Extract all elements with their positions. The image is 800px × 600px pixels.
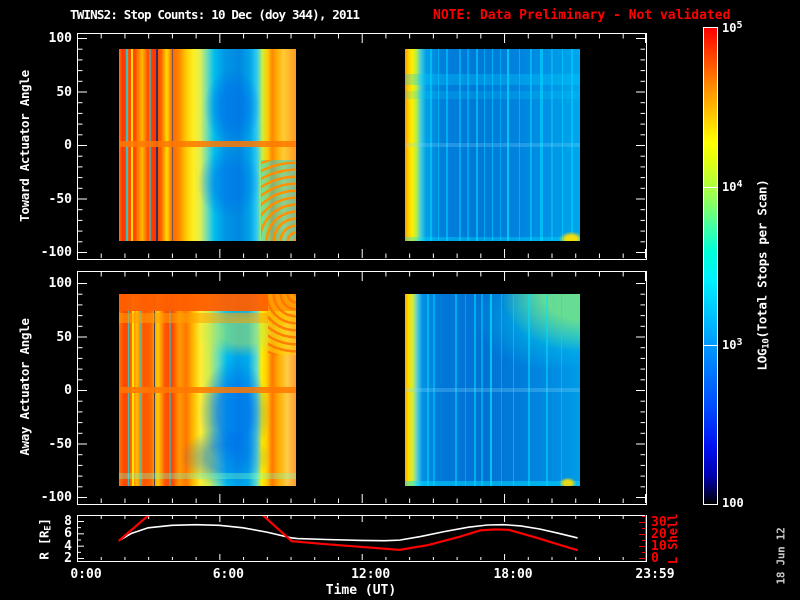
toward-ytick-label: -50	[48, 191, 72, 207]
r-ytick-label: 6	[64, 526, 72, 542]
heatmap-overlay-hband	[118, 387, 297, 393]
colorbar-label-pre: LOG	[754, 348, 770, 371]
away-ytick-label: -50	[48, 436, 72, 452]
lshell-ytick-label: 20	[651, 527, 667, 542]
colorbar-tick-label: 100	[722, 496, 744, 510]
time-tick-label: 12:00	[351, 567, 391, 582]
toward-ytick-label: -100	[40, 245, 72, 260]
colorbar-tick	[704, 186, 717, 188]
r-axis-label-sub: E	[43, 525, 54, 531]
colorbar-tick-label: 104	[722, 178, 743, 194]
colorbar-label: LOG10(Total Stops per Scan)	[754, 179, 772, 371]
toward-ytick-label: 0	[64, 138, 72, 153]
toward-ytick-label: 100	[48, 31, 72, 46]
heatmap-overlay-hband	[118, 141, 297, 147]
r-axis-label: R [RE]	[36, 518, 54, 560]
heatmap-block-toward-2	[405, 48, 580, 242]
heatmap-overlay-arcs	[268, 293, 297, 356]
lshell-ytick-label: 0	[651, 551, 659, 566]
date-stamp: 18 Jun 12	[774, 527, 788, 585]
r-ytick-label: 2	[64, 551, 72, 566]
lshell-line	[118, 516, 150, 542]
r-axis-label-post: ]	[36, 518, 52, 526]
heatmap-overlay-arcs	[260, 160, 297, 242]
lshell-line	[262, 516, 578, 552]
heatmap-overlay-blob	[405, 48, 580, 242]
away-axis-label: Away Actuator Angle	[16, 318, 32, 456]
toward-ytick-label: 50	[56, 84, 72, 100]
away-ytick-label: 100	[48, 276, 72, 291]
toward-axis-label: Toward Actuator Angle	[16, 70, 32, 222]
lshell-ytick-label: 10	[651, 539, 667, 554]
r-ytick-label: 4	[64, 538, 72, 554]
heatmap-overlay-blob	[405, 293, 580, 487]
away-ytick-label: -100	[40, 490, 72, 505]
time-tick-label: 23:59	[635, 567, 675, 582]
lshell-axis-label: L Shell	[664, 513, 680, 565]
r-axis-label-pre: R [R	[36, 530, 52, 560]
time-tick-label: 6:00	[212, 567, 244, 582]
heatmap-block-away-2	[405, 293, 580, 487]
r-distance-line	[118, 523, 578, 542]
away-ytick-label: 0	[64, 383, 72, 398]
away-ytick-label: 50	[56, 329, 72, 345]
colorbar-tick-label: 103	[722, 337, 743, 353]
time-axis-label: Time (UT)	[325, 583, 397, 598]
ephemeris-panel-frame	[77, 515, 647, 562]
heatmap-block-toward-1	[118, 48, 297, 242]
colorbar-label-sub: 10	[761, 338, 772, 349]
time-tick-label: 0:00	[70, 567, 102, 582]
colorbar	[703, 27, 718, 505]
preliminary-note: NOTE: Data Preliminary - Not validated	[433, 8, 731, 23]
lshell-ytick-label: 30	[651, 515, 667, 530]
time-tick-label: 18:00	[493, 567, 533, 582]
colorbar-tick-label: 105	[722, 20, 743, 35]
colorbar-label-post: (Total Stops per Scan)	[754, 179, 770, 339]
r-ytick-label: 8	[64, 514, 72, 529]
colorbar-tick	[704, 345, 717, 347]
heatmap-overlay-hband	[118, 472, 297, 479]
page-title: TWINS2: Stop Counts: 10 Dec (doy 344), 2…	[70, 7, 360, 22]
heatmap-block-away-1	[118, 293, 297, 487]
